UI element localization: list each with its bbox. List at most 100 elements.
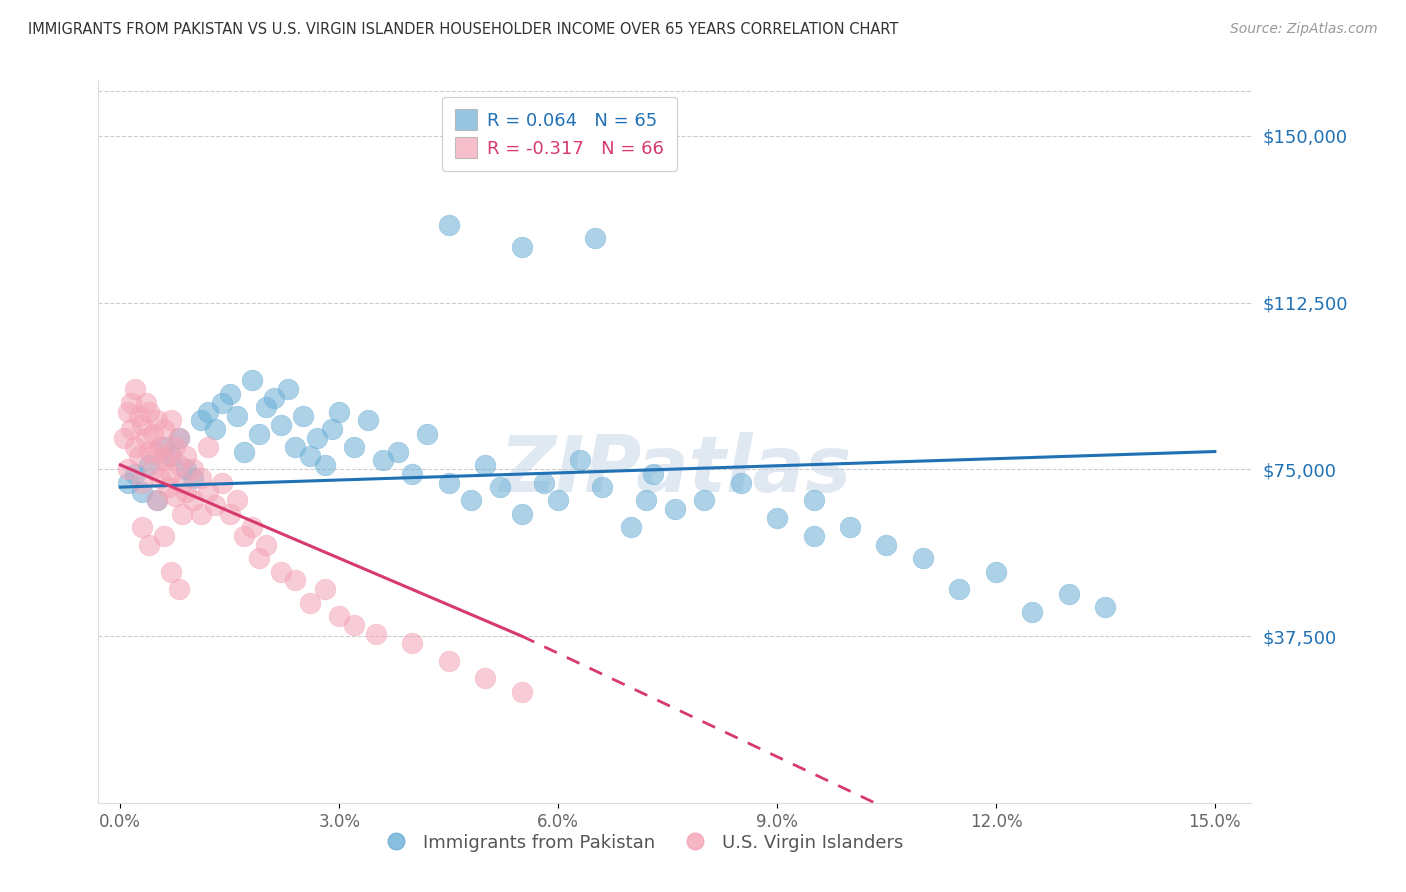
Point <box>510 507 533 521</box>
Point <box>142 426 165 441</box>
Point <box>204 422 226 436</box>
Point <box>124 382 146 396</box>
Point <box>254 538 277 552</box>
Point <box>112 431 135 445</box>
Point <box>218 386 240 401</box>
Point <box>876 538 898 552</box>
Point <box>149 440 172 454</box>
Point <box>167 431 190 445</box>
Point <box>172 475 194 490</box>
Point <box>984 565 1007 579</box>
Point <box>948 582 970 597</box>
Point <box>569 453 592 467</box>
Point <box>131 484 153 499</box>
Point <box>149 471 172 485</box>
Point <box>634 493 657 508</box>
Point <box>510 240 533 254</box>
Point <box>163 440 186 454</box>
Text: ZIPatlas: ZIPatlas <box>499 433 851 508</box>
Point <box>416 426 439 441</box>
Point <box>181 471 204 485</box>
Point <box>163 489 186 503</box>
Point <box>693 493 716 508</box>
Point <box>488 480 510 494</box>
Point <box>167 431 190 445</box>
Point <box>437 653 460 667</box>
Point <box>146 493 169 508</box>
Point <box>120 395 142 409</box>
Point <box>284 574 307 588</box>
Point <box>474 671 496 685</box>
Point <box>307 431 329 445</box>
Point <box>226 409 249 423</box>
Point <box>117 404 139 418</box>
Point <box>1057 587 1080 601</box>
Point <box>233 529 256 543</box>
Legend: Immigrants from Pakistan, U.S. Virgin Islanders: Immigrants from Pakistan, U.S. Virgin Is… <box>370 826 910 859</box>
Point <box>321 422 343 436</box>
Point <box>156 480 179 494</box>
Point <box>240 520 263 534</box>
Point <box>583 231 606 245</box>
Point <box>146 444 169 458</box>
Point <box>460 493 482 508</box>
Point <box>299 449 322 463</box>
Point <box>128 409 150 423</box>
Point <box>124 467 146 481</box>
Point <box>270 417 292 432</box>
Point <box>547 493 569 508</box>
Point <box>167 582 190 597</box>
Point <box>226 493 249 508</box>
Point <box>284 440 307 454</box>
Point <box>160 467 183 481</box>
Point <box>204 498 226 512</box>
Point <box>1021 605 1043 619</box>
Point <box>146 493 169 508</box>
Point <box>174 449 197 463</box>
Point <box>172 507 194 521</box>
Point <box>240 373 263 387</box>
Point <box>167 458 190 472</box>
Point <box>190 471 212 485</box>
Point <box>291 409 314 423</box>
Point <box>138 404 160 418</box>
Point <box>387 444 409 458</box>
Point <box>474 458 496 472</box>
Point <box>343 440 366 454</box>
Point <box>664 502 686 516</box>
Point <box>730 475 752 490</box>
Point <box>181 493 204 508</box>
Point <box>766 511 789 525</box>
Point <box>190 507 212 521</box>
Point <box>197 484 219 499</box>
Point <box>160 449 183 463</box>
Point <box>153 422 176 436</box>
Point <box>117 475 139 490</box>
Point <box>247 551 270 566</box>
Point <box>190 413 212 427</box>
Point <box>124 440 146 454</box>
Point <box>128 449 150 463</box>
Point <box>299 596 322 610</box>
Point <box>803 493 825 508</box>
Point <box>437 475 460 490</box>
Point <box>160 565 183 579</box>
Point <box>401 636 423 650</box>
Point <box>233 444 256 458</box>
Point <box>911 551 934 566</box>
Point <box>131 475 153 490</box>
Point <box>803 529 825 543</box>
Point <box>510 684 533 698</box>
Point <box>138 538 160 552</box>
Text: Source: ZipAtlas.com: Source: ZipAtlas.com <box>1230 22 1378 37</box>
Point <box>314 582 336 597</box>
Point <box>138 458 160 472</box>
Point <box>153 440 176 454</box>
Point <box>263 391 285 405</box>
Point <box>314 458 336 472</box>
Point <box>142 462 165 476</box>
Point <box>153 529 176 543</box>
Point <box>138 444 160 458</box>
Point <box>533 475 555 490</box>
Point <box>197 404 219 418</box>
